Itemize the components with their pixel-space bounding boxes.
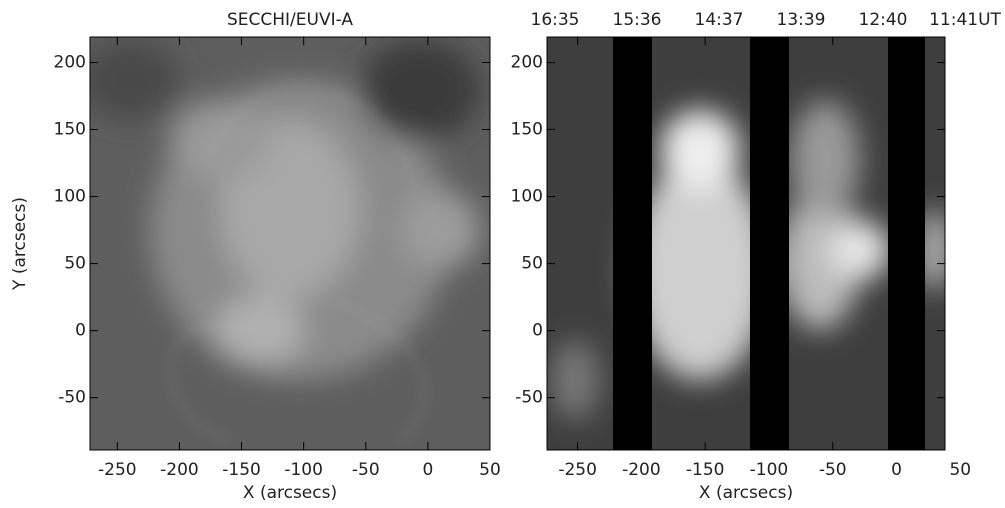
x-axis-label: X (arcsecs): [243, 483, 337, 503]
time-label: 11:41UT: [929, 10, 1001, 30]
euvi-image: [80, 37, 490, 450]
stacked-image: [547, 37, 955, 450]
x-tick-label: -200: [622, 460, 661, 480]
y-tick-label: 100: [54, 187, 86, 207]
x-tick-label: 50: [949, 460, 971, 480]
y-axis-label: Y (arcsecs): [10, 197, 30, 291]
x-tick-label: -150: [686, 460, 725, 480]
y-tick-label: 0: [532, 321, 543, 341]
x-tick-label: -150: [222, 460, 261, 480]
y-tick-label: 50: [521, 254, 543, 274]
figure: -250 -200 -150 -100 -50 0 50 -50 0 50 100 150 200 SEC…: [0, 0, 1005, 504]
y-tick-label: 50: [64, 254, 86, 274]
y-tick-label: -50: [58, 388, 86, 408]
y-tick-label: 150: [511, 120, 543, 140]
x-tick-label: -250: [98, 460, 137, 480]
x-tick-label: -200: [160, 460, 199, 480]
time-label: 13:39: [777, 10, 826, 30]
x-axis-label: X (arcsecs): [699, 483, 793, 503]
x-tick-label: -50: [352, 460, 380, 480]
time-label: 14:37: [695, 10, 744, 30]
y-tick-label: -50: [515, 388, 543, 408]
y-tick-label: 200: [54, 52, 86, 72]
x-tick-label: -100: [284, 460, 323, 480]
x-tick-label: 50: [479, 460, 501, 480]
time-label: 12:40: [859, 10, 908, 30]
x-tick-label: 0: [891, 460, 902, 480]
x-tick-label: -50: [819, 460, 847, 480]
chart-title: SECCHI/EUVI-A: [227, 10, 353, 30]
time-label: 16:35: [531, 10, 580, 30]
y-tick-label: 100: [511, 187, 543, 207]
x-tick-label: -250: [558, 460, 597, 480]
y-tick-label: 0: [75, 321, 86, 341]
y-tick-label: 200: [511, 52, 543, 72]
x-tick-label: -100: [750, 460, 789, 480]
y-tick-label: 150: [54, 120, 86, 140]
time-label: 15:36: [613, 10, 662, 30]
x-tick-label: 0: [422, 460, 433, 480]
